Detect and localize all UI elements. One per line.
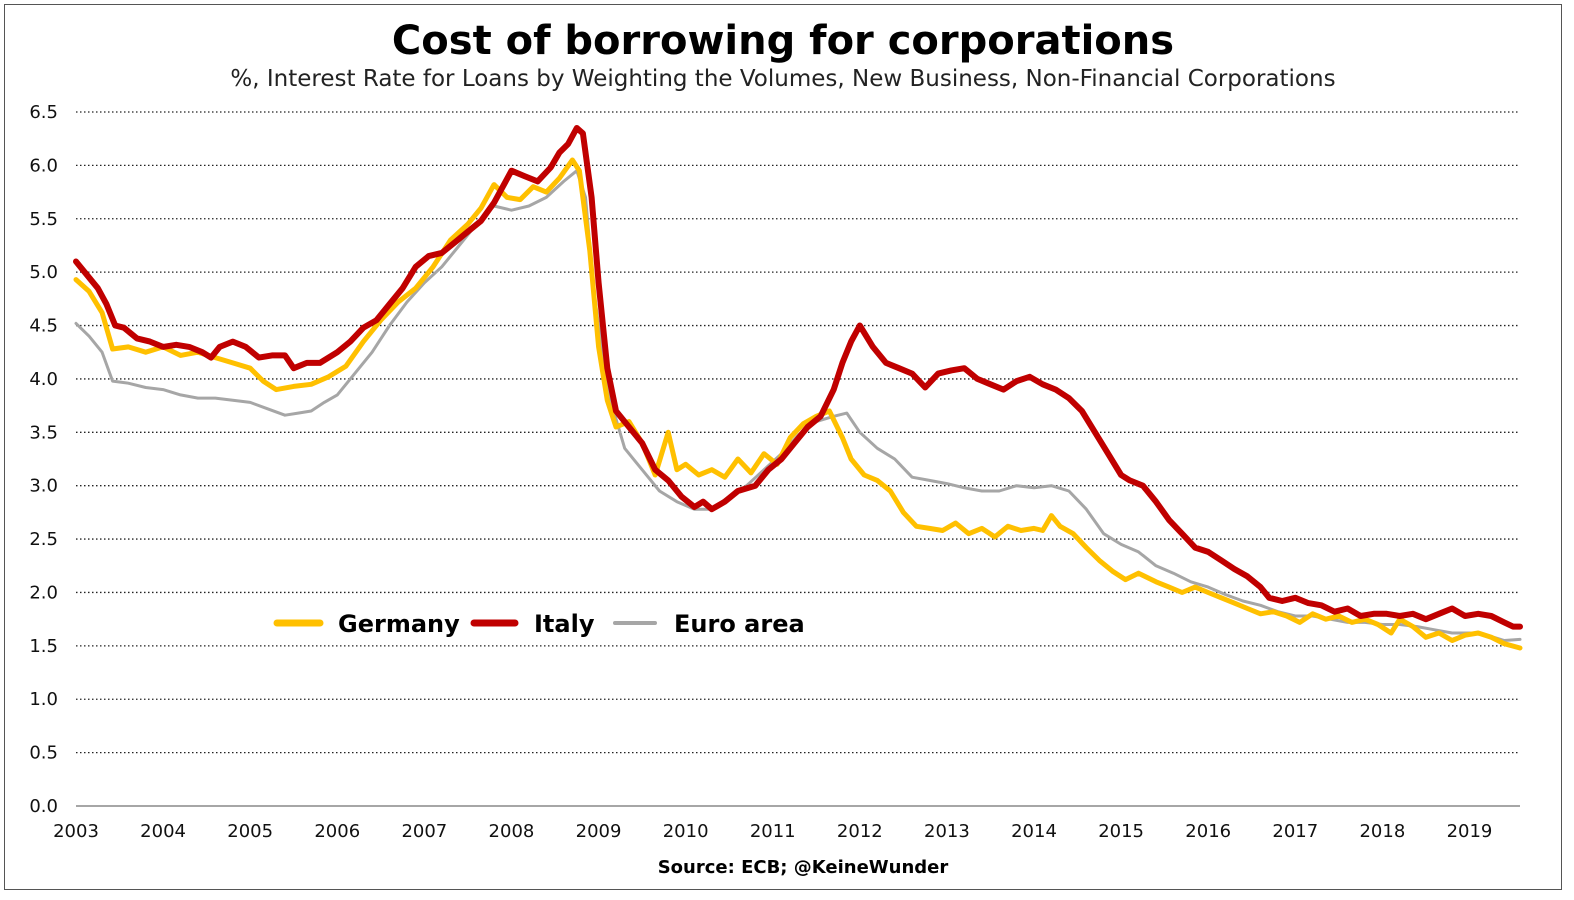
- series-line-euro-area: [74, 169, 1522, 642]
- x-tick-label: 2006: [314, 821, 360, 842]
- x-tick-label: 2019: [1447, 821, 1493, 842]
- legend-label-euro-area: Euro area: [674, 610, 805, 638]
- series-layer: [73, 125, 1523, 651]
- gridlines: [76, 111, 1520, 754]
- legend-label-germany: Germany: [338, 610, 460, 638]
- series-line-germany: [73, 157, 1523, 651]
- y-tick-label: 4.0: [29, 369, 58, 390]
- x-tick-label: 2016: [1185, 821, 1231, 842]
- chart-title: Cost of borrowing for corporations: [391, 18, 1175, 64]
- x-tick-label: 2012: [837, 821, 883, 842]
- y-tick-label: 3.5: [29, 422, 58, 443]
- x-tick-label: 2010: [663, 821, 709, 842]
- y-tick-label: 3.0: [29, 476, 58, 497]
- series-line-italy: [73, 125, 1523, 630]
- legend: Germany Italy Euro area: [273, 610, 805, 638]
- x-tick-label: 2009: [576, 821, 622, 842]
- x-tick-label: 2013: [924, 821, 970, 842]
- x-tick-label: 2007: [401, 821, 447, 842]
- y-tick-label: 6.5: [29, 102, 58, 123]
- x-axis-ticks: 2003 2004 2005 2006 2007 2008 2009 2010 2011 2012…: [53, 821, 1492, 842]
- y-tick-label: 1.5: [29, 636, 58, 657]
- x-tick-label: 2003: [53, 821, 99, 842]
- y-axis-ticks: 0.0 0.5 1.0 1.5 2.0 2.5 3.0 3.5 4.0 4.5 5.0 5.5 6.0 6…: [29, 102, 58, 817]
- y-tick-label: 5.5: [29, 209, 58, 230]
- x-tick-label: 2014: [1011, 821, 1057, 842]
- chart-subtitle: %, Interest Rate for Loans by Weighting …: [230, 66, 1336, 92]
- x-tick-label: 2005: [227, 821, 273, 842]
- y-tick-label: 0.0: [29, 796, 58, 817]
- legend-label-italy: Italy: [534, 610, 595, 638]
- chart-source: Source: ECB; @KeineWunder: [657, 857, 949, 878]
- y-tick-label: 6.0: [29, 155, 58, 176]
- x-tick-label: 2008: [489, 821, 535, 842]
- y-tick-label: 0.5: [29, 743, 58, 764]
- x-tick-label: 2017: [1272, 821, 1318, 842]
- x-tick-label: 2015: [1098, 821, 1144, 842]
- x-tick-label: 2018: [1359, 821, 1405, 842]
- y-tick-label: 2.0: [29, 582, 58, 603]
- x-tick-label: 2011: [750, 821, 796, 842]
- y-tick-label: 1.0: [29, 689, 58, 710]
- x-tick-label: 2004: [140, 821, 186, 842]
- y-tick-label: 4.5: [29, 316, 58, 337]
- y-tick-label: 2.5: [29, 529, 58, 550]
- y-tick-label: 5.0: [29, 262, 58, 283]
